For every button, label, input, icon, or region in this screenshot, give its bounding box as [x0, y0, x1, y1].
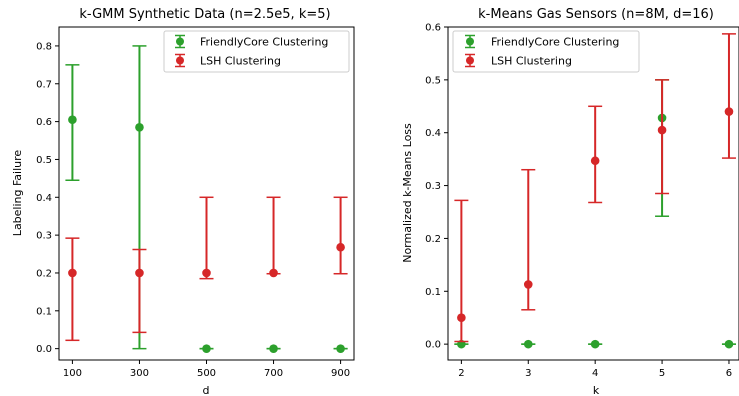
legend-frame [452, 30, 640, 73]
y-tick-label: 0.4 [36, 193, 52, 204]
y-tick-label: 0.0 [36, 344, 52, 355]
lsh-errorbar [132, 248, 147, 334]
lsh-point [724, 107, 734, 116]
x-axis-label: k [593, 384, 600, 396]
ticks: 2 3 4 5 6 0.0 0.1 0.2 0.3 0.4 0.5 0.6 [425, 23, 732, 380]
lsh-point [68, 268, 77, 278]
y-tick-label: 0.2 [36, 268, 52, 279]
lsh-point [457, 313, 466, 323]
friendlycore-point [135, 122, 144, 132]
lsh-point [202, 268, 211, 278]
x-tick-label: 5 [659, 368, 665, 379]
legend-marker-friendlycore [175, 34, 185, 49]
x-tick-label: 6 [726, 368, 732, 379]
lsh-point [269, 268, 278, 278]
legend-marker-friendlycore [465, 34, 475, 49]
chart-left: k-GMM Synthetic Data (n=2.5e5, k=5) d La… [11, 7, 355, 396]
lsh-errorbar [588, 105, 603, 204]
ticks: 100 300 500 700 900 0.0 0.1 0.2 0.3 0.4 0.5 0.6 0.7 0… [36, 41, 350, 379]
friendlycore-point [336, 344, 345, 353]
y-axis-label: Normalized k-Means Loss [401, 123, 414, 263]
legend-marker-lsh [465, 53, 475, 68]
legend-label-lsh: LSH Clustering [200, 55, 281, 68]
lsh-errorbar [655, 79, 670, 195]
y-tick-label: 0.2 [425, 234, 441, 245]
plot-frame [58, 26, 355, 361]
lsh-point [135, 268, 144, 278]
friendlycore-point [202, 344, 211, 353]
x-tick-label: 300 [130, 368, 149, 379]
friendlycore-point [269, 344, 278, 353]
y-tick-label: 0.1 [425, 287, 441, 298]
x-tick-label: 500 [197, 368, 216, 379]
legend-label-friendlycore: FriendlyCore Clustering [200, 36, 328, 49]
y-tick-label: 0.0 [425, 340, 441, 351]
chart-title: k-Means Gas Sensors (n=8M, d=16) [478, 7, 714, 22]
lsh-errorbar [199, 196, 214, 280]
y-tick-label: 0.6 [36, 117, 52, 128]
y-tick-label: 0.7 [36, 79, 52, 90]
x-tick-label: 2 [458, 368, 464, 379]
data-marks [454, 33, 736, 349]
y-tick-label: 0.8 [36, 41, 52, 52]
lsh-errorbar [521, 168, 536, 311]
legend: FriendlyCore Clustering LSH Clustering [163, 30, 350, 73]
x-tick-label: 900 [331, 368, 350, 379]
x-tick-label: 100 [63, 368, 82, 379]
lsh-point [523, 280, 533, 289]
x-tick-label: 3 [525, 368, 531, 379]
chart-title: k-GMM Synthetic Data (n=2.5e5, k=5) [79, 7, 330, 22]
lsh-errorbar [266, 196, 281, 275]
lsh-errorbar [65, 237, 80, 342]
legend: FriendlyCore Clustering LSH Clustering [452, 30, 640, 73]
legend-label-friendlycore: FriendlyCore Clustering [491, 36, 619, 49]
data-marks [65, 45, 348, 353]
legend-frame [163, 30, 350, 73]
friendlycore-point [590, 339, 600, 349]
legend-label-lsh: LSH Clustering [491, 55, 572, 68]
plot-frame [447, 26, 739, 361]
y-tick-label: 0.5 [36, 155, 52, 166]
lsh-point [336, 242, 345, 252]
y-axis-label: Labeling Failure [11, 150, 24, 237]
friendlycore-point [523, 339, 533, 349]
friendlycore-point [724, 339, 734, 349]
y-tick-label: 0.3 [36, 231, 52, 242]
y-tick-label: 0.6 [425, 23, 441, 34]
x-axis-label: d [203, 384, 210, 396]
x-tick-label: 700 [264, 368, 283, 379]
lsh-point [657, 125, 667, 135]
chart-right: k-Means Gas Sensors (n=8M, d=16) k Norma… [401, 7, 739, 396]
friendlycore-point [68, 115, 77, 125]
y-tick-label: 0.5 [425, 75, 441, 86]
y-tick-label: 0.1 [36, 306, 52, 317]
lsh-point [590, 156, 600, 166]
lsh-errorbar [721, 33, 736, 159]
lsh-errorbar [333, 196, 348, 275]
legend-marker-lsh [175, 53, 185, 68]
y-tick-label: 0.4 [425, 128, 441, 139]
y-tick-label: 0.3 [425, 181, 441, 192]
x-tick-label: 4 [592, 368, 598, 379]
